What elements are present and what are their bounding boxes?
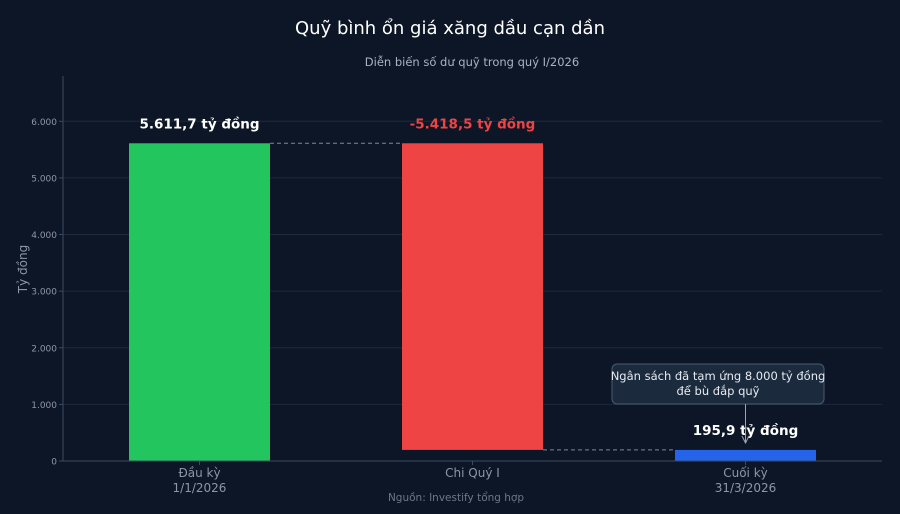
x-tick-sublabel: 31/3/2026: [715, 481, 777, 495]
y-tick-label: 4.000: [31, 231, 57, 241]
y-tick-label: 2.000: [31, 344, 57, 354]
source-note: Nguồn: Investify tổng hợp: [388, 491, 524, 504]
annotation-arrowhead: [741, 435, 750, 445]
annotation-box: [611, 363, 825, 405]
chart-subtitle: Diễn biến số dư quỹ trong quý I/2026: [365, 55, 579, 69]
y-tick-label: 0: [51, 458, 57, 468]
y-tick-label: 3.000: [31, 288, 57, 298]
y-tick-label: 1.000: [31, 401, 57, 411]
bar-value-label: -5.418,5 tỷ đồng: [410, 115, 536, 132]
bar-value-label: 5.611,7 tỷ đồng: [139, 115, 259, 132]
x-tick-label: Cuối kỳ: [723, 466, 768, 480]
annotation-text: Ngân sách đã tạm ứng 8.000 tỷ đồng: [611, 369, 826, 383]
bar-1: [129, 143, 270, 461]
chart-title: Quỹ bình ổn giá xăng dầu cạn dần: [295, 18, 605, 39]
bar-2: [402, 143, 543, 450]
x-tick-label: Chi Quý I: [445, 466, 500, 480]
x-tick-label: Đầu kỳ: [178, 466, 220, 480]
y-tick-label: 5.000: [31, 174, 57, 184]
bar-3: [675, 449, 816, 461]
annotation-text: để bù đắp quỹ: [677, 384, 760, 398]
y-axis-label: Tỷ đồng: [16, 245, 30, 294]
y-tick-label: 6.000: [31, 118, 57, 128]
x-tick-sublabel: 1/1/2026: [173, 481, 227, 495]
